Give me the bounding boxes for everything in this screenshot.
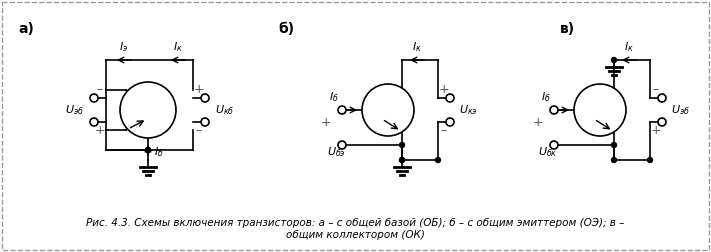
- Text: –: –: [653, 83, 659, 96]
- Circle shape: [120, 82, 176, 138]
- Text: $U_{эб}$: $U_{эб}$: [65, 103, 83, 117]
- Circle shape: [201, 94, 209, 102]
- Text: –: –: [97, 83, 103, 96]
- Circle shape: [90, 118, 98, 126]
- Circle shape: [611, 142, 616, 147]
- Circle shape: [446, 118, 454, 126]
- Circle shape: [146, 147, 151, 152]
- Text: +: +: [439, 83, 449, 96]
- Text: $U_{кб}$: $U_{кб}$: [215, 103, 235, 117]
- Circle shape: [338, 141, 346, 149]
- Text: +: +: [193, 83, 204, 96]
- Circle shape: [611, 158, 616, 163]
- Text: $I_э$: $I_э$: [119, 40, 129, 54]
- Text: $I_к$: $I_к$: [624, 40, 634, 54]
- Circle shape: [362, 84, 414, 136]
- Text: +: +: [95, 124, 105, 137]
- Text: общим коллектором (ОК): общим коллектором (ОК): [286, 230, 424, 240]
- Circle shape: [201, 118, 209, 126]
- Circle shape: [90, 94, 98, 102]
- Circle shape: [574, 84, 626, 136]
- Circle shape: [400, 158, 405, 163]
- Circle shape: [550, 106, 558, 114]
- Circle shape: [146, 147, 151, 152]
- Circle shape: [400, 158, 405, 163]
- Circle shape: [611, 57, 616, 62]
- Text: +: +: [321, 116, 331, 129]
- Text: $I_б$: $I_б$: [329, 90, 339, 104]
- Text: Рис. 4.3. Схемы включения транзисторов: а – с общей базой (ОБ); б – с общим эмит: Рис. 4.3. Схемы включения транзисторов: …: [86, 218, 624, 228]
- Circle shape: [550, 141, 558, 149]
- Text: $U_{бэ}$: $U_{бэ}$: [326, 145, 346, 159]
- Text: $I_к$: $I_к$: [412, 40, 422, 54]
- Circle shape: [446, 94, 454, 102]
- Text: $I_б$: $I_б$: [154, 145, 164, 159]
- Text: –: –: [441, 124, 447, 137]
- Circle shape: [436, 158, 441, 163]
- Text: –: –: [196, 124, 202, 137]
- Text: $U_{эб}$: $U_{эб}$: [670, 103, 690, 117]
- Text: в): в): [560, 22, 575, 36]
- Text: $I_к$: $I_к$: [173, 40, 183, 54]
- Text: б): б): [278, 22, 294, 36]
- Circle shape: [658, 94, 666, 102]
- Circle shape: [400, 142, 405, 147]
- Text: $U_{бк}$: $U_{бк}$: [538, 145, 558, 159]
- Text: $U_{кэ}$: $U_{кэ}$: [459, 103, 477, 117]
- Circle shape: [338, 106, 346, 114]
- Text: $I_б$: $I_б$: [541, 90, 551, 104]
- Circle shape: [658, 118, 666, 126]
- Text: +: +: [651, 124, 661, 137]
- Circle shape: [648, 158, 653, 163]
- Text: +: +: [533, 116, 543, 129]
- Text: а): а): [18, 22, 34, 36]
